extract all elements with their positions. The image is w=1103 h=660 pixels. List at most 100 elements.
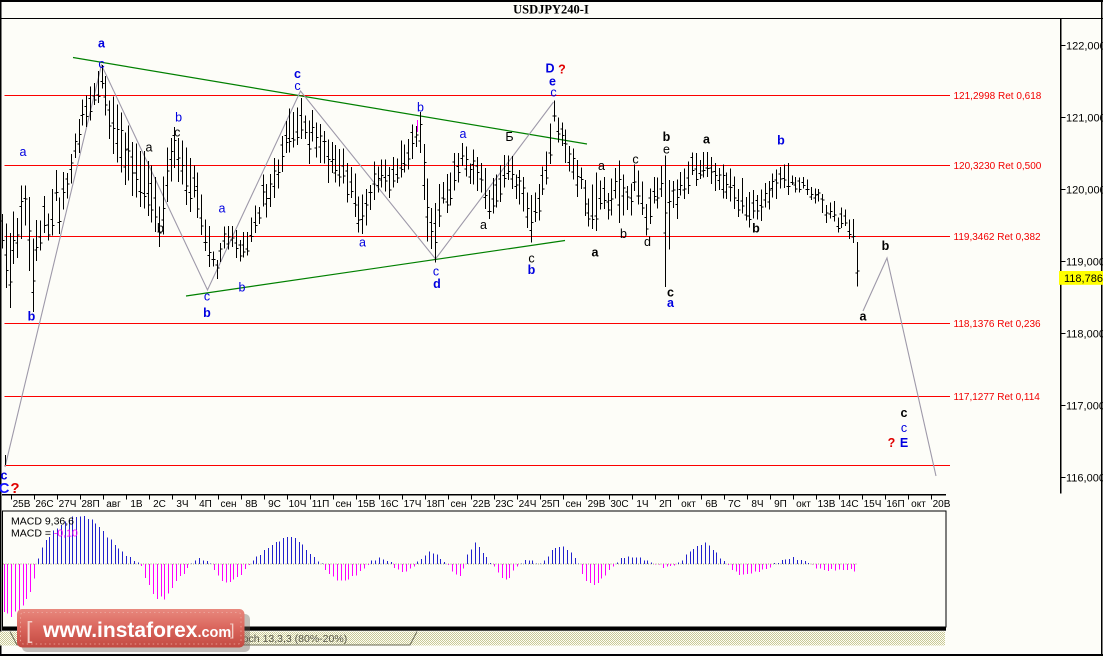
- svg-text:?: ?: [558, 63, 566, 77]
- svg-text:b: b: [417, 101, 424, 115]
- svg-text:b: b: [157, 222, 164, 236]
- svg-text:c: c: [550, 86, 556, 100]
- svg-text:29В: 29В: [588, 499, 606, 510]
- svg-text:26С: 26С: [35, 499, 53, 510]
- svg-text:C: C: [0, 480, 10, 497]
- svg-text:окт: окт: [681, 499, 696, 510]
- svg-text:122,000: 122,000: [1066, 40, 1103, 52]
- svg-text:c: c: [294, 67, 301, 81]
- svg-text:]: ]: [230, 622, 234, 639]
- svg-text:28П: 28П: [81, 499, 99, 510]
- svg-text:b: b: [239, 281, 246, 295]
- svg-text:окт: окт: [911, 499, 926, 510]
- svg-text:a: a: [98, 37, 106, 51]
- svg-text:Б: Б: [505, 130, 513, 144]
- svg-text:22В: 22В: [473, 499, 491, 510]
- svg-text:117,1277 Ret 0,114: 117,1277 Ret 0,114: [954, 392, 1041, 403]
- svg-text:c: c: [1, 469, 8, 483]
- svg-text:d: d: [433, 277, 441, 291]
- svg-text:9П: 9П: [774, 499, 787, 510]
- svg-text:e: e: [549, 75, 556, 89]
- svg-text:116,000: 116,000: [1066, 472, 1103, 484]
- svg-text:120,000: 120,000: [1066, 184, 1103, 196]
- svg-text:b: b: [752, 222, 760, 236]
- svg-text:7С: 7С: [728, 499, 741, 510]
- svg-text:15Ч: 15Ч: [864, 499, 882, 510]
- svg-text:c: c: [901, 406, 908, 420]
- svg-text:9С: 9С: [268, 499, 281, 510]
- svg-text:121,000: 121,000: [1066, 112, 1103, 124]
- svg-text:?: ?: [888, 436, 896, 450]
- svg-text:a: a: [460, 127, 467, 141]
- svg-text:a: a: [480, 218, 487, 232]
- svg-text:17Ч: 17Ч: [404, 499, 422, 510]
- svg-text:a: a: [146, 141, 153, 155]
- svg-text:118,000: 118,000: [1066, 328, 1103, 340]
- svg-text:b: b: [28, 310, 36, 324]
- svg-text:118,786: 118,786: [1064, 273, 1103, 285]
- svg-text:a: a: [359, 236, 366, 250]
- svg-text:c: c: [174, 126, 180, 140]
- svg-text:119,3462 Ret 0,382: 119,3462 Ret 0,382: [954, 232, 1042, 243]
- svg-text:?: ?: [10, 480, 19, 497]
- svg-text:a: a: [592, 246, 600, 260]
- svg-text:c: c: [901, 421, 907, 435]
- svg-text:a: a: [860, 310, 868, 324]
- svg-text:16С: 16С: [380, 499, 398, 510]
- svg-text:a: a: [667, 296, 675, 310]
- svg-text:13В: 13В: [818, 499, 836, 510]
- svg-text:c: c: [98, 57, 104, 71]
- svg-text:1Ч: 1Ч: [636, 499, 648, 510]
- svg-text:MACD = -0,10: MACD = -0,10: [11, 528, 78, 540]
- svg-text:8Ч: 8Ч: [751, 499, 763, 510]
- svg-text:c: c: [667, 286, 674, 300]
- svg-text:a: a: [703, 133, 711, 147]
- svg-text:121,2998 Ret 0,618: 121,2998 Ret 0,618: [954, 91, 1042, 102]
- svg-text:b: b: [620, 227, 627, 241]
- svg-text:d: d: [644, 235, 651, 249]
- svg-text:2П: 2П: [659, 499, 672, 510]
- svg-text:b: b: [882, 239, 890, 253]
- svg-text:c: c: [632, 153, 638, 167]
- svg-text:E: E: [900, 436, 908, 450]
- svg-text:10Ч: 10Ч: [289, 499, 307, 510]
- svg-text:c: c: [204, 290, 210, 304]
- svg-text:23С: 23С: [495, 499, 513, 510]
- svg-text:118,1376 Ret 0,236: 118,1376 Ret 0,236: [954, 319, 1042, 330]
- svg-text:b: b: [663, 130, 671, 144]
- svg-text:20В: 20В: [933, 499, 951, 510]
- svg-text:авг: авг: [106, 499, 121, 510]
- svg-text:Stoch 13,3,3 (80%-20%): Stoch 13,3,3 (80%-20%): [233, 633, 347, 645]
- svg-text:b: b: [175, 111, 182, 125]
- svg-text:11П: 11П: [312, 499, 330, 510]
- svg-text:25В: 25В: [13, 499, 31, 510]
- svg-text:a: a: [219, 202, 226, 216]
- svg-text:8В: 8В: [245, 499, 258, 510]
- svg-text:117,000: 117,000: [1066, 400, 1103, 412]
- svg-text:USDJPY240-I: USDJPY240-I: [513, 3, 589, 17]
- svg-text:b: b: [203, 306, 211, 320]
- svg-text:25П: 25П: [541, 499, 559, 510]
- svg-text:30С: 30С: [610, 499, 628, 510]
- svg-text:окт: окт: [796, 499, 811, 510]
- svg-text:c: c: [528, 252, 534, 266]
- svg-text:сен: сен: [565, 499, 581, 510]
- svg-text:18П: 18П: [426, 499, 444, 510]
- svg-text:c: c: [433, 265, 439, 279]
- svg-text:27Ч: 27Ч: [59, 499, 77, 510]
- svg-text:сен: сен: [220, 499, 236, 510]
- svg-text:D: D: [545, 62, 554, 76]
- svg-text:6В: 6В: [705, 499, 718, 510]
- svg-text:b: b: [528, 263, 536, 277]
- svg-text:14С: 14С: [840, 499, 858, 510]
- svg-text:1В: 1В: [130, 499, 143, 510]
- svg-text:24Ч: 24Ч: [519, 499, 537, 510]
- svg-text:MACD 9,36,6: MACD 9,36,6: [11, 516, 74, 528]
- svg-text:3Ч: 3Ч: [176, 499, 188, 510]
- svg-text:c: c: [294, 79, 300, 93]
- svg-text:15В: 15В: [358, 499, 376, 510]
- svg-text:2С: 2С: [153, 499, 166, 510]
- svg-text:a: a: [598, 159, 605, 173]
- svg-text:[: [: [26, 617, 33, 643]
- svg-text:e: e: [663, 143, 670, 157]
